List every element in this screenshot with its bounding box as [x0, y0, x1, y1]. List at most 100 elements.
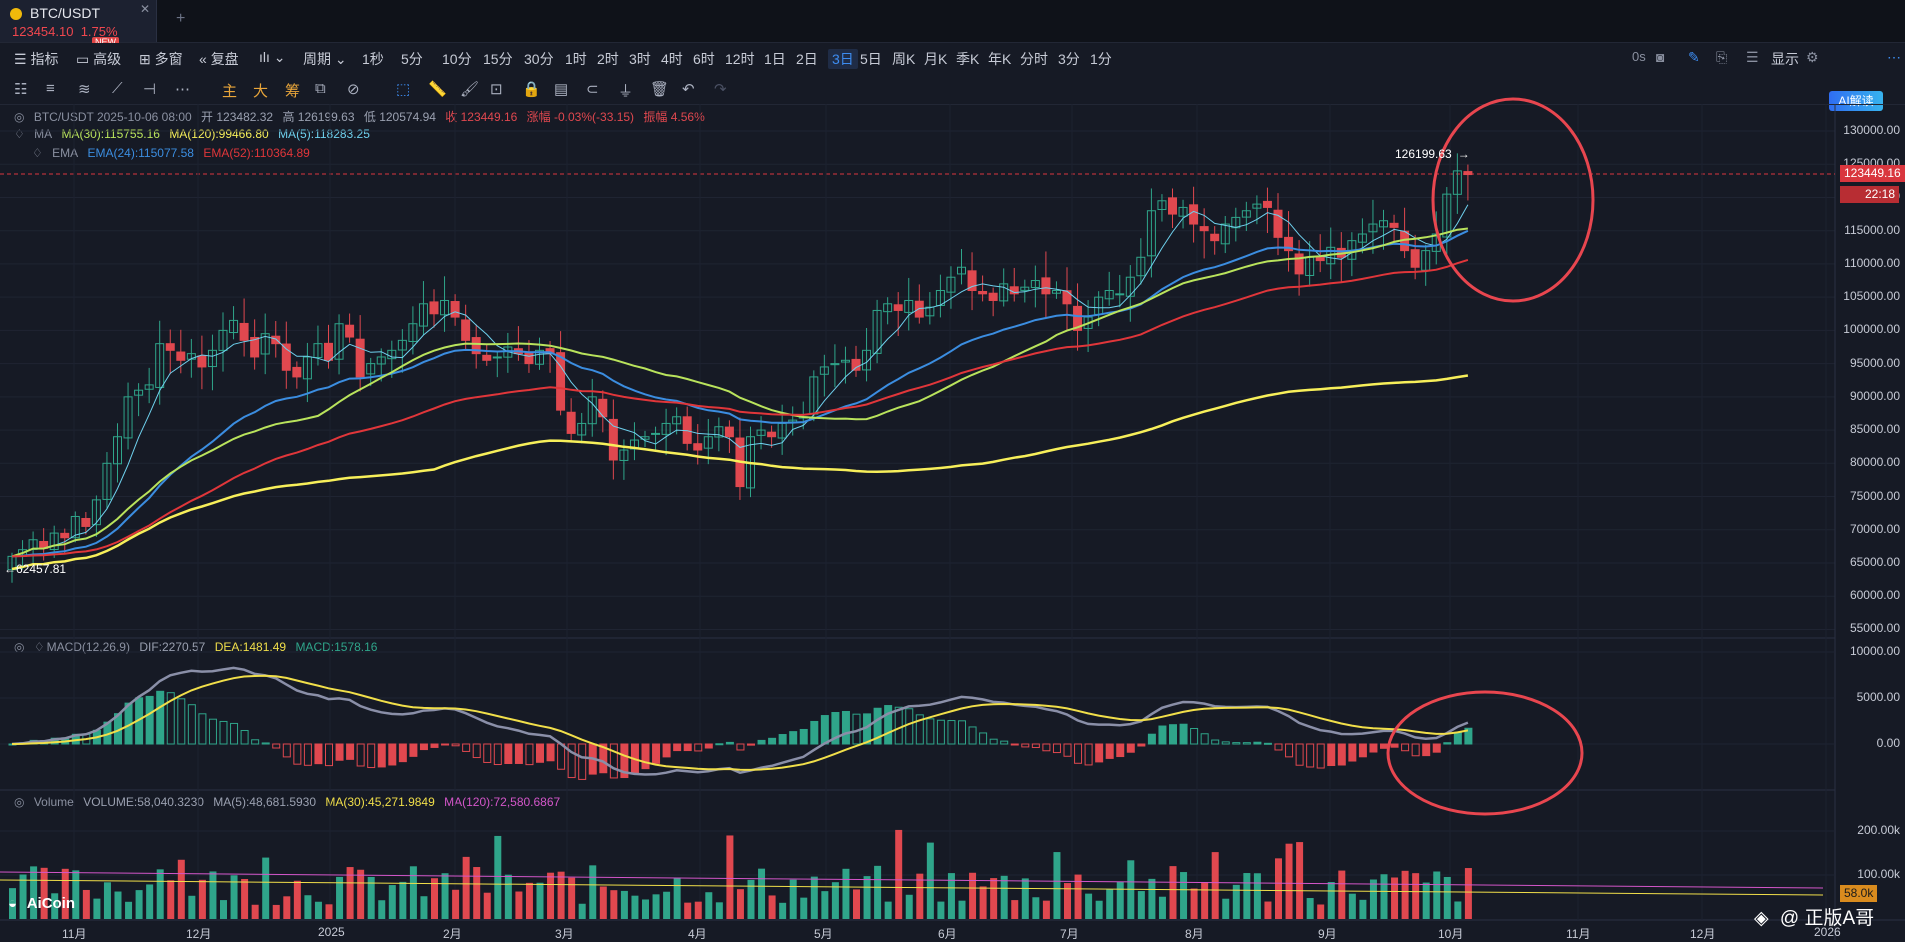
period-4[interactable]: 30分	[524, 51, 554, 67]
macd-bar	[789, 731, 798, 745]
period-20[interactable]: 3分	[1058, 51, 1080, 67]
btc-coin-icon	[10, 8, 22, 20]
bell-icon[interactable]: ♢	[32, 146, 43, 160]
indicators-button[interactable]: ☰ 指标	[14, 51, 59, 67]
volume-bar	[1243, 873, 1251, 919]
ruler-icon[interactable]: 📏	[428, 81, 447, 98]
candle-body	[113, 436, 122, 465]
trendline-icon[interactable]: ⟋	[112, 80, 123, 97]
volume-bar	[336, 876, 344, 919]
measure-icon[interactable]: ⧉	[315, 80, 326, 97]
tab-btc-usdt[interactable]: BTC/USDT 123454.10 1.75% ✕	[0, 0, 157, 42]
eye-icon[interactable]: ◎	[14, 795, 25, 809]
eye-icon[interactable]: ◎	[14, 110, 25, 124]
lock-icon[interactable]: 🔒	[522, 81, 541, 98]
macd-bar	[747, 743, 755, 746]
period-13[interactable]: 3日	[828, 49, 858, 69]
replay-button[interactable]: « 复盘	[199, 51, 239, 67]
macd-bar	[1000, 740, 1009, 745]
list-icon[interactable]: ☰	[1746, 49, 1759, 65]
horizontal-line-icon[interactable]: ⊣	[143, 81, 157, 98]
volume-bar	[1064, 883, 1071, 919]
candle-body	[302, 356, 312, 380]
select-icon[interactable]: ⬚	[396, 81, 411, 98]
macd-bar	[493, 743, 502, 766]
period-0[interactable]: 1秒	[362, 51, 384, 67]
undo-icon[interactable]: ↶	[682, 81, 695, 98]
eraser-icon[interactable]: ⊘	[347, 81, 360, 98]
macd-bar	[388, 743, 397, 766]
volume-bar	[926, 842, 934, 919]
volume-label[interactable]: Volume	[33, 795, 74, 809]
share-icon[interactable]: ⎘	[1716, 49, 1728, 65]
period-19[interactable]: 分时	[1020, 51, 1048, 67]
period-7[interactable]: 3时	[629, 51, 651, 67]
volume-bar	[578, 903, 586, 919]
macd-label[interactable]: MACD(12,26,9)	[46, 640, 130, 654]
add-tab-icon[interactable]: +	[176, 10, 186, 27]
ema-label[interactable]: EMA	[52, 146, 79, 160]
candle-body	[176, 351, 186, 361]
time-axis-label: 11月	[1566, 927, 1591, 941]
candle-body	[1189, 204, 1199, 225]
template-icon[interactable]: ▤	[554, 81, 569, 98]
volume-bar	[177, 859, 185, 919]
redo-icon[interactable]: ↷	[714, 81, 727, 98]
trash-icon[interactable]: 🗑	[650, 81, 670, 98]
volume-bar	[979, 886, 987, 919]
period-10[interactable]: 12时	[725, 51, 755, 67]
link-icon[interactable]: ⋯	[1887, 49, 1901, 65]
period-5[interactable]: 1时	[565, 51, 587, 67]
macd-bar	[303, 743, 312, 766]
macd-bar	[1443, 742, 1452, 745]
price-axis-label: 90000.00	[1849, 388, 1900, 403]
macd-bar	[989, 738, 998, 745]
volume-bar	[958, 900, 966, 919]
multi-window-button[interactable]: ⊞ 多窗	[139, 51, 183, 67]
bell-icon[interactable]: ♢	[14, 127, 25, 141]
main-force-button[interactable]: 主	[222, 83, 238, 100]
macd-bar	[177, 698, 186, 745]
period-14[interactable]: 5日	[860, 51, 882, 67]
period-16[interactable]: 月K	[924, 51, 948, 67]
period-12[interactable]: 2日	[796, 51, 818, 67]
volume-bar	[715, 902, 723, 919]
chips-button[interactable]: 筹	[285, 83, 301, 100]
period-15[interactable]: 周K	[892, 51, 916, 67]
big-order-button[interactable]: 大	[253, 83, 269, 100]
period-9[interactable]: 6时	[693, 51, 715, 67]
period-18[interactable]: 年K	[988, 51, 1012, 67]
bell-icon[interactable]: ♢	[33, 640, 45, 654]
crosshair-list-icon[interactable]: ☷	[14, 81, 28, 98]
period-21[interactable]: 1分	[1090, 51, 1112, 67]
lines-icon[interactable]: ≡	[46, 80, 55, 97]
settings-icon[interactable]: ⚙	[1806, 49, 1819, 65]
wave-icon[interactable]: ≋	[78, 81, 91, 98]
period-8[interactable]: 4时	[661, 51, 683, 67]
period-6[interactable]: 2时	[597, 51, 619, 67]
volume-bar	[504, 874, 512, 919]
candle-body	[239, 322, 249, 341]
macd-bar	[208, 718, 217, 745]
period-11[interactable]: 1日	[764, 51, 786, 67]
magnet-icon[interactable]: ⊂	[586, 81, 599, 98]
period-button[interactable]: 周期 ⌄	[303, 51, 347, 67]
advanced-button[interactable]: ▭ 高级	[76, 51, 122, 67]
pencil-icon[interactable]: ✎	[1688, 49, 1700, 65]
period-1[interactable]: 5分	[401, 51, 423, 67]
period-2[interactable]: 10分	[442, 51, 472, 67]
display-button[interactable]: 显示	[1771, 51, 1799, 67]
filter-icon[interactable]: ⏚	[618, 83, 634, 100]
camera-icon[interactable]: ◙	[1656, 49, 1665, 65]
pattern-icon[interactable]: ⊡	[490, 81, 503, 98]
period-17[interactable]: 季K	[956, 51, 980, 67]
price-axis-label: 130000.00	[1843, 123, 1900, 137]
price-axis-label: 55000.00	[1849, 621, 1900, 636]
brush-icon[interactable]: 🖌	[460, 81, 480, 98]
x-icon[interactable]: ✕	[140, 2, 151, 16]
period-3[interactable]: 15分	[483, 51, 513, 67]
more-tools-icon[interactable]: ⋯	[175, 81, 190, 98]
chart-type-button[interactable]: ılı ⌄	[259, 49, 286, 66]
eye-icon[interactable]: ◎	[14, 640, 25, 654]
